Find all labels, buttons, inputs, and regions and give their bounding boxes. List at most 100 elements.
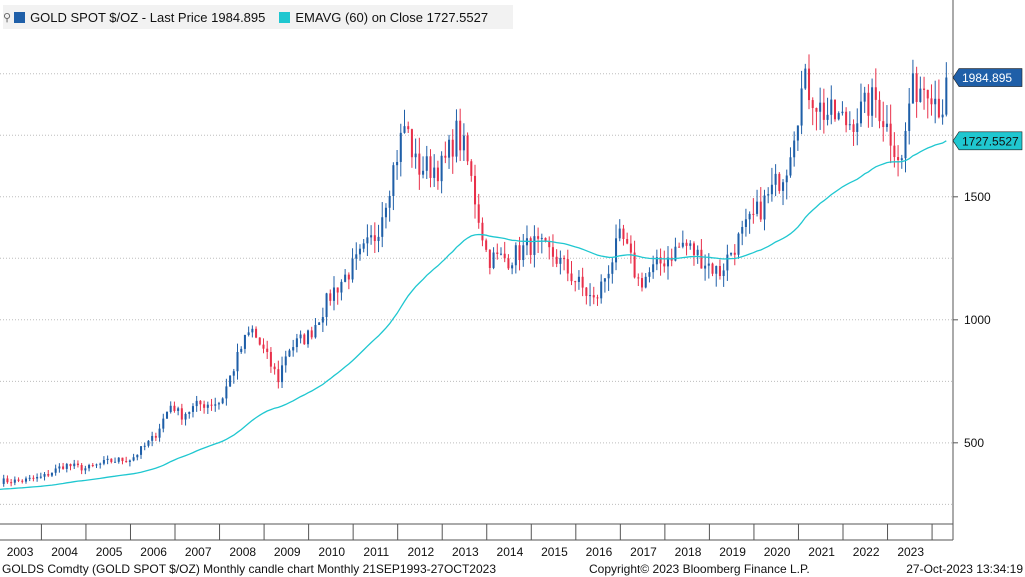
ema-value-tag-label: 1727.5527 [962, 134, 1019, 148]
candle-body [399, 132, 402, 162]
x-tick-label: 2020 [764, 545, 791, 559]
candle-body [165, 411, 169, 419]
candle-body [448, 139, 451, 158]
y-axis-ticks: 500 1000 1500 [953, 190, 991, 450]
candle-body [225, 386, 228, 399]
candle-body [908, 103, 911, 131]
candle-body [288, 350, 291, 357]
candle-body [485, 240, 488, 250]
candle-body [644, 276, 647, 288]
candle-body [726, 254, 729, 271]
candle-body [2, 478, 5, 484]
candle-body [232, 371, 235, 376]
candle-body [782, 182, 785, 191]
ema-line [0, 140, 947, 491]
candle-body [273, 366, 276, 370]
candle-body [396, 161, 399, 166]
candle-body [110, 458, 113, 462]
candle-body [459, 120, 462, 151]
chart-footer: GOLDS Comdty (GOLD SPOT $/OZ) Monthly ca… [0, 561, 1025, 577]
candle-body [622, 228, 625, 240]
candle-body [793, 140, 796, 158]
candle-body [121, 457, 124, 462]
candle-body [522, 245, 525, 261]
candle-body [6, 478, 9, 483]
candle-body [214, 404, 217, 406]
candle-body [507, 258, 510, 269]
candle-body [692, 243, 695, 256]
candle-body [355, 254, 358, 259]
candle-body [99, 463, 102, 465]
candle-body [796, 125, 799, 141]
candle-body [900, 158, 903, 161]
candle-body [633, 252, 636, 278]
y-tick-label: 1000 [964, 313, 991, 327]
candle-body [117, 457, 120, 462]
candle-body [841, 111, 844, 114]
candle-body [863, 92, 866, 102]
candle-body [733, 252, 736, 255]
candle-body [778, 173, 781, 191]
candle-body [655, 257, 658, 265]
candle-body [125, 461, 128, 463]
candle-body [715, 266, 718, 274]
candle-body [210, 404, 213, 406]
candle-body [663, 263, 666, 267]
x-tick-label: 2022 [853, 545, 880, 559]
candle-body [358, 248, 361, 255]
candle-body [767, 194, 770, 196]
x-axis-ticks: 2003 2004 2005 2006 2007 2008 2009 2010 2011 2012… [7, 524, 933, 559]
candle-body [700, 249, 703, 269]
candle-body [388, 195, 391, 208]
candle-body [28, 477, 31, 479]
candle-body [188, 411, 191, 414]
candle-body [106, 458, 109, 461]
legend-item-gold[interactable]: GOLD SPOT $/OZ - Last Price 1984.895 [14, 10, 265, 25]
candle-body [177, 408, 180, 411]
candle-body [596, 297, 599, 299]
axes [0, 0, 954, 541]
legend-label-gold: GOLD SPOT $/OZ - Last Price 1984.895 [30, 9, 266, 25]
candle-body [403, 126, 406, 133]
candle-body [889, 123, 892, 146]
candle-body [284, 356, 287, 366]
candle-body [229, 375, 232, 387]
candle-body [514, 245, 517, 266]
candle-body [934, 98, 937, 105]
candle-body [199, 400, 202, 405]
candle-series [2, 54, 948, 487]
candle-body [718, 266, 721, 277]
legend-item-ema[interactable]: EMAVG (60) on Close 1727.5527 [279, 10, 488, 25]
candle-body [321, 317, 324, 323]
candle-body [132, 457, 135, 461]
x-tick-label: 2014 [497, 545, 524, 559]
candle-body [533, 236, 536, 255]
candle-body [615, 238, 618, 263]
candle-body [136, 454, 139, 458]
x-tick-label: 2013 [452, 545, 479, 559]
candle-body [488, 249, 491, 268]
candle-body [574, 281, 577, 283]
candle-body [600, 281, 603, 299]
candle-body [878, 99, 881, 122]
candle-body [589, 295, 592, 297]
candle-body [377, 236, 380, 242]
candle-body [540, 237, 543, 239]
candle-body [236, 351, 239, 372]
candle-body [707, 263, 710, 266]
candle-body [678, 246, 681, 248]
candle-body [871, 87, 874, 116]
candle-body [503, 253, 506, 259]
candle-body [381, 217, 384, 237]
candle-body [882, 121, 885, 128]
chart-settings-icon[interactable]: ⚲ [3, 11, 12, 24]
candle-body [410, 129, 413, 158]
candle-body [570, 273, 573, 282]
candle-body [585, 287, 588, 296]
candle-body [730, 252, 733, 255]
candle-body [154, 435, 157, 438]
x-tick-label: 2011 [363, 545, 389, 559]
candle-body [139, 446, 143, 455]
candle-body [314, 325, 317, 338]
x-tick-label: 2019 [719, 545, 746, 559]
